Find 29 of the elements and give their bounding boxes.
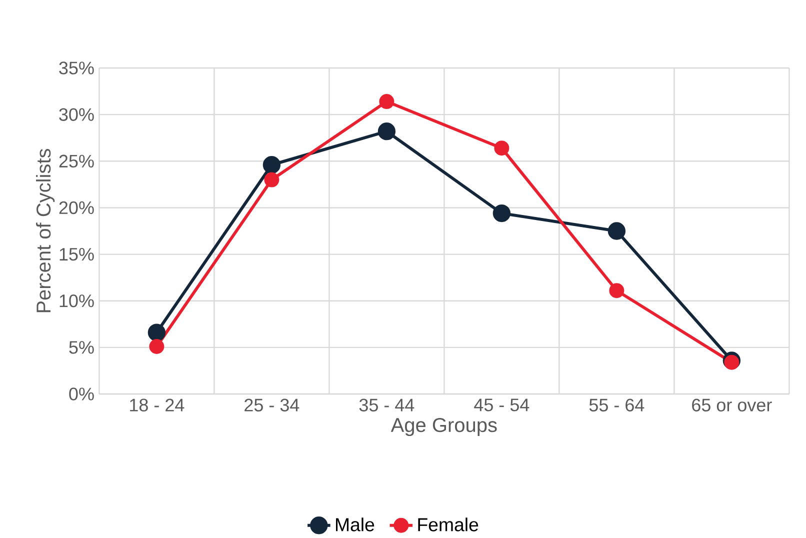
- x-tick-label: 55 - 64: [589, 398, 644, 412]
- y-tick-label: 25%: [59, 154, 94, 168]
- point: [724, 354, 740, 370]
- y-tick-label: 30%: [59, 108, 94, 121]
- point: [262, 156, 281, 174]
- y-tick-label: 15%: [60, 248, 94, 260]
- point: [492, 204, 511, 222]
- y-tick-label: 10%: [60, 294, 94, 307]
- point: [264, 172, 280, 188]
- x-tick-label: 65 or over: [692, 398, 772, 412]
- point: [378, 122, 396, 140]
- y-tick-label: 5%: [69, 340, 94, 354]
- x-axis-title: Age Groups: [390, 418, 497, 436]
- x-tick-label: 35 - 44: [359, 398, 414, 412]
- x-tick-label: 25 - 34: [244, 398, 300, 412]
- legend-label: Male: [336, 517, 374, 532]
- point: [148, 323, 166, 342]
- y-tick-label: 35%: [59, 61, 94, 74]
- y-axis-title: Percent of Cyclists: [36, 148, 55, 312]
- point: [608, 222, 626, 240]
- x-tick-label: 45 - 54: [474, 398, 530, 412]
- x-tick-label: 18 - 24: [130, 398, 184, 412]
- y-tick-label: 0%: [69, 387, 94, 400]
- point: [494, 140, 510, 156]
- point: [609, 282, 624, 298]
- legend-label: Female: [418, 517, 478, 532]
- y-tick-label: 20%: [59, 201, 94, 214]
- point: [149, 338, 164, 354]
- point: [379, 94, 394, 109]
